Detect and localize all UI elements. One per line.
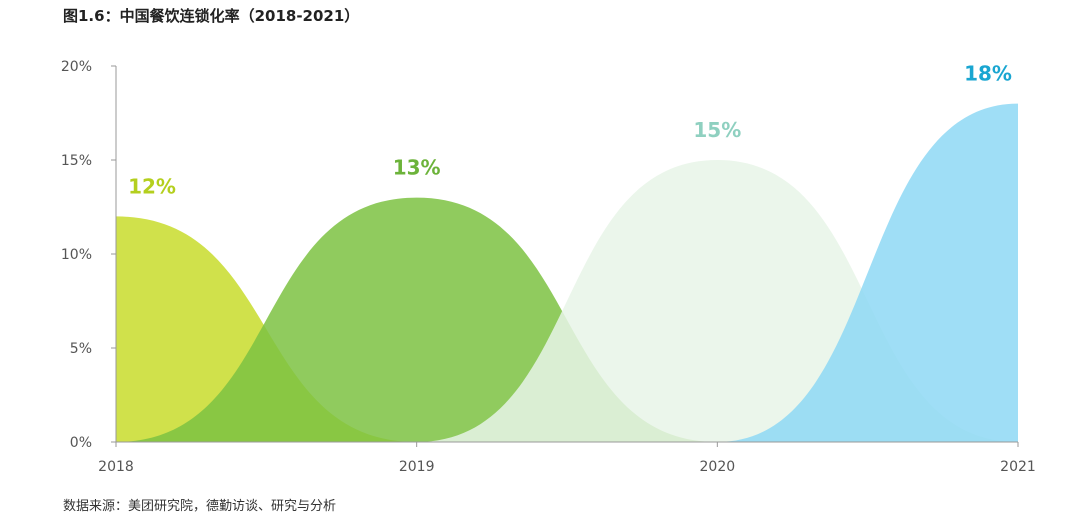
chart-axes: 0% 5% 10% 15% 20% 2018 2019 2020 2021 xyxy=(61,59,1036,475)
data-label-2020: 15% xyxy=(693,118,741,142)
y-tick-label: 0% xyxy=(70,435,92,451)
x-tick-label: 2019 xyxy=(399,459,435,475)
data-label-2021: 18% xyxy=(964,62,1012,86)
area-2021 xyxy=(717,103,1018,442)
x-tick-label: 2020 xyxy=(700,459,736,475)
data-label-2018: 12% xyxy=(128,174,176,198)
y-tick-label: 10% xyxy=(61,247,92,263)
x-tick-label: 2018 xyxy=(98,459,134,475)
y-tick-label: 5% xyxy=(70,341,92,357)
y-tick-label: 15% xyxy=(61,153,92,169)
chart-areas xyxy=(116,103,1018,442)
y-tick-label: 20% xyxy=(61,59,92,75)
x-tick-label: 2021 xyxy=(1000,459,1036,475)
chart-title: 图1.6：中国餐饮连锁化率（2018-2021） xyxy=(63,7,360,25)
data-source-note: 数据来源：美团研究院，德勤访谈、研究与分析 xyxy=(63,499,337,514)
chart-data-labels: 12% 13% 15% 18% xyxy=(128,62,1012,199)
data-label-2019: 13% xyxy=(393,156,441,180)
